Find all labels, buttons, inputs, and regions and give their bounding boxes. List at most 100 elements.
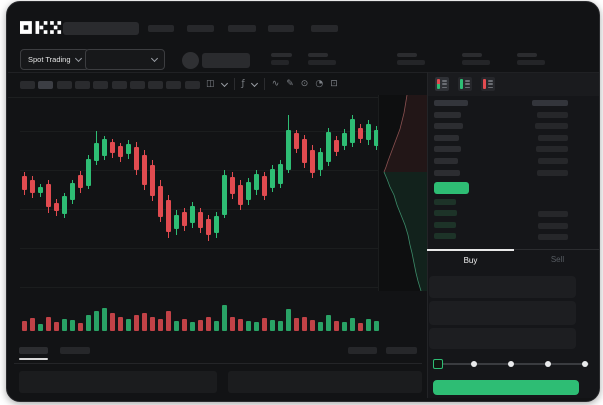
bottom-tab-placeholder[interactable] (19, 347, 48, 354)
bid-amount-placeholder[interactable] (538, 234, 568, 241)
ask-amount-placeholder[interactable] (537, 111, 568, 118)
volume-bar (254, 322, 259, 331)
bottom-panel-placeholder (19, 371, 217, 393)
volume-bar (214, 321, 219, 331)
candle-body (310, 150, 315, 173)
book-combined-icon[interactable] (435, 77, 449, 91)
bottom-tab-placeholder[interactable] (60, 347, 90, 354)
chevron-down-icon[interactable] (250, 79, 258, 87)
timeframe-button[interactable] (38, 81, 54, 89)
amount-slider[interactable] (433, 357, 593, 371)
candle-body (134, 147, 139, 170)
bid-price-placeholder[interactable] (434, 210, 457, 217)
ask-amount-placeholder[interactable] (536, 146, 568, 153)
stage: Spot Trading ◫ ƒ ∿ ✎ ⊙ ◔ ⊡ (7, 2, 599, 401)
volume-bar (198, 320, 203, 331)
market-type-dropdown[interactable]: Spot Trading (20, 49, 89, 70)
indicators-icon[interactable]: ƒ (241, 79, 245, 89)
timeframe-button[interactable] (20, 81, 35, 89)
bid-amount-placeholder[interactable] (538, 222, 568, 229)
bid-price-placeholder[interactable] (434, 221, 456, 228)
ask-amount-placeholder[interactable] (537, 169, 568, 176)
book-bids-icon[interactable] (458, 77, 472, 91)
last-price-bar (434, 182, 469, 194)
chevron-down-icon[interactable] (220, 79, 228, 87)
bid-price-placeholder[interactable] (434, 233, 456, 240)
volume-bar (110, 313, 115, 331)
candle-body (22, 176, 27, 190)
ask-price-placeholder[interactable] (434, 111, 461, 118)
candle-body (54, 203, 59, 211)
pair-selector-dropdown[interactable] (85, 49, 165, 70)
ask-amount-placeholder[interactable] (535, 123, 568, 130)
draw-icon[interactable]: ✎ (286, 79, 294, 89)
volume-bar (366, 319, 371, 331)
volume-bar (46, 317, 51, 331)
gridline (20, 170, 378, 171)
volume-bar (358, 323, 363, 331)
slider-handle[interactable] (433, 359, 443, 369)
ask-price-placeholder[interactable] (434, 100, 468, 106)
search-input[interactable] (63, 22, 139, 35)
order-input-placeholder[interactable] (429, 301, 576, 325)
candle-body (262, 176, 267, 196)
fullscreen-icon[interactable]: ⊡ (330, 79, 338, 89)
slider-stop-dot[interactable] (545, 361, 551, 367)
nav-item-placeholder[interactable] (187, 25, 214, 32)
timeframe-button[interactable] (74, 81, 90, 89)
buy-submit-button[interactable] (433, 380, 579, 395)
bid-amount-placeholder[interactable] (538, 211, 568, 218)
volume-bar (294, 318, 299, 331)
candle-style-icon[interactable]: ◫ (206, 79, 215, 89)
ask-price-placeholder[interactable] (434, 134, 459, 141)
candlestick-chart[interactable] (20, 100, 379, 295)
ask-price-placeholder[interactable] (434, 158, 458, 164)
volume-bar (270, 320, 275, 331)
slider-stop-dot[interactable] (508, 361, 514, 367)
camera-icon[interactable]: ⊙ (300, 79, 309, 89)
tab-sell[interactable]: Sell (514, 249, 599, 271)
volume-bar (142, 313, 147, 331)
ask-price-placeholder[interactable] (434, 169, 460, 176)
nav-item-placeholder[interactable] (148, 25, 174, 32)
nav-item-placeholder[interactable] (228, 25, 256, 32)
line-tool-icon[interactable]: ∿ (271, 79, 280, 89)
tab-buy[interactable]: Buy (427, 249, 514, 271)
timeframe-button[interactable] (166, 81, 182, 89)
slider-stop-dot[interactable] (471, 361, 477, 367)
book-asks-icon[interactable] (481, 77, 495, 91)
ask-amount-placeholder[interactable] (538, 158, 568, 164)
okx-logo[interactable] (20, 21, 62, 34)
gridline (20, 131, 378, 132)
ask-price-placeholder[interactable] (434, 123, 463, 130)
order-input-placeholder[interactable] (429, 328, 576, 349)
timeframe-button[interactable] (129, 81, 145, 89)
bottom-right-tab-placeholder[interactable] (348, 347, 377, 354)
depth-chart (383, 95, 427, 291)
timeframe-button[interactable] (148, 81, 164, 89)
history-icon[interactable]: ◔ (315, 79, 324, 89)
candle-body (166, 200, 171, 232)
ask-price-placeholder[interactable] (434, 146, 461, 153)
candle-body (318, 152, 323, 170)
bid-price-placeholder[interactable] (434, 199, 456, 205)
volume-bar (78, 323, 83, 331)
volume-bar (278, 321, 283, 331)
timeframe-button[interactable] (111, 81, 127, 89)
ask-amount-placeholder[interactable] (532, 100, 568, 106)
bottom-divider (14, 363, 422, 364)
timeframe-button[interactable] (93, 81, 109, 89)
timeframe-button[interactable] (184, 81, 200, 89)
ask-amount-placeholder[interactable] (538, 134, 568, 141)
stat-label-placeholder (397, 53, 417, 57)
slider-stop-dot[interactable] (582, 361, 588, 367)
timeframe-button[interactable] (56, 81, 72, 89)
order-input-placeholder[interactable] (429, 276, 576, 298)
bottom-right-tab-placeholder[interactable] (386, 347, 417, 354)
nav-item-placeholder[interactable] (311, 25, 338, 32)
stat-value-placeholder (462, 60, 490, 65)
orderbook[interactable] (427, 96, 599, 246)
stat-label-placeholder (462, 53, 482, 57)
volume-bar (262, 318, 267, 331)
nav-item-placeholder[interactable] (268, 25, 294, 32)
